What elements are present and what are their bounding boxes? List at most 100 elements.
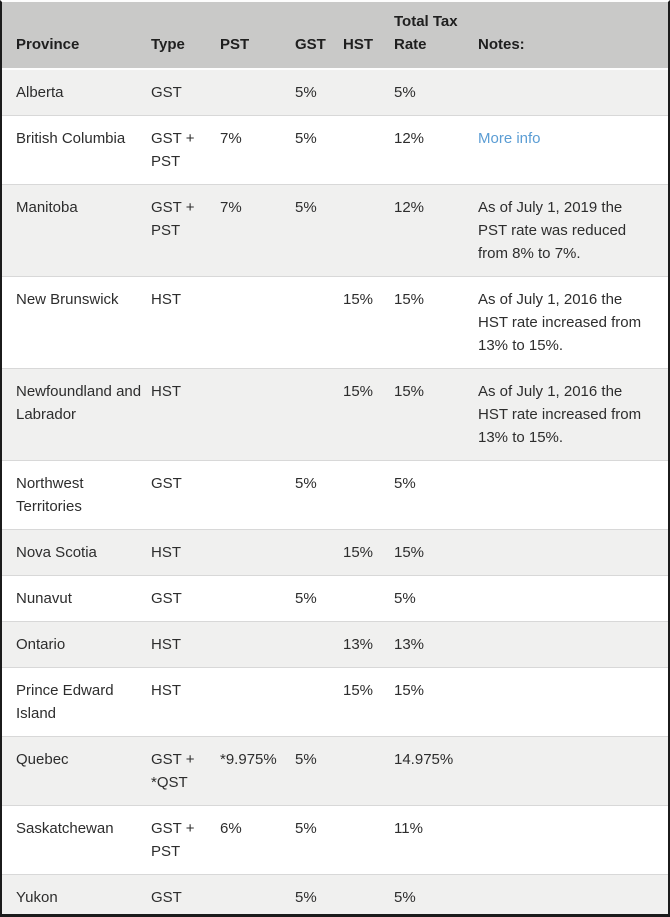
cell-hst: 15% <box>343 667 394 737</box>
column-header-type: Type <box>151 2 220 70</box>
column-header-total-tax-rate: Total Tax Rate <box>394 2 478 70</box>
cell-hst: 15% <box>343 529 394 576</box>
cell-pst <box>220 667 295 737</box>
header-row: Province Type PST GST HST Total Tax Rate… <box>2 2 668 70</box>
cell-notes <box>478 621 668 668</box>
cell-notes: More info <box>478 115 668 185</box>
cell-hst <box>343 69 394 116</box>
cell-province: Newfoundland and Labrador <box>2 368 151 461</box>
cell-province: Quebec <box>2 736 151 806</box>
table-body: Alberta GST 5% 5% British Columbia GST +… <box>2 69 668 914</box>
cell-total-tax-rate: 12% <box>394 184 478 277</box>
cell-pst <box>220 621 295 668</box>
cell-gst: 5% <box>295 736 343 806</box>
table-row-nunavut: Nunavut GST 5% 5% <box>2 575 668 622</box>
cell-gst <box>295 368 343 461</box>
column-header-hst: HST <box>343 2 394 70</box>
table-row-yukon: Yukon GST 5% 5% <box>2 874 668 914</box>
cell-hst: 15% <box>343 276 394 369</box>
cell-type: GST + PST <box>151 805 220 875</box>
cell-type: GST + PST <box>151 184 220 277</box>
cell-total-tax-rate: 15% <box>394 667 478 737</box>
cell-type: GST <box>151 460 220 530</box>
cell-province: Prince Edward Island <box>2 667 151 737</box>
cell-notes <box>478 736 668 806</box>
cell-pst <box>220 874 295 914</box>
cell-type: HST <box>151 368 220 461</box>
cell-total-tax-rate: 15% <box>394 276 478 369</box>
cell-province: Manitoba <box>2 184 151 277</box>
cell-province: Alberta <box>2 69 151 116</box>
cell-province: Northwest Territories <box>2 460 151 530</box>
column-header-province: Province <box>2 2 151 70</box>
cell-notes <box>478 805 668 875</box>
table-row-new-brunswick: New Brunswick HST 15% 15% As of July 1, … <box>2 276 668 369</box>
cell-notes <box>478 460 668 530</box>
cell-gst: 5% <box>295 874 343 914</box>
cell-type: HST <box>151 276 220 369</box>
cell-gst <box>295 621 343 668</box>
cell-type: GST <box>151 69 220 116</box>
cell-hst <box>343 575 394 622</box>
cell-province: Nova Scotia <box>2 529 151 576</box>
cell-gst <box>295 276 343 369</box>
cell-total-tax-rate: 15% <box>394 529 478 576</box>
cell-total-tax-rate: 13% <box>394 621 478 668</box>
cell-gst: 5% <box>295 115 343 185</box>
cell-notes: As of July 1, 2016 the HST rate increase… <box>478 368 668 461</box>
cell-notes <box>478 874 668 914</box>
cell-pst: 7% <box>220 115 295 185</box>
column-header-gst: GST <box>295 2 343 70</box>
cell-type: HST <box>151 529 220 576</box>
cell-notes: As of July 1, 2016 the HST rate increase… <box>478 276 668 369</box>
cell-gst: 5% <box>295 184 343 277</box>
cell-pst: 6% <box>220 805 295 875</box>
more-info-link[interactable]: More info <box>478 130 541 147</box>
cell-total-tax-rate: 5% <box>394 575 478 622</box>
cell-province: Yukon <box>2 874 151 914</box>
cell-gst <box>295 529 343 576</box>
table-row-newfoundland-and-labrador: Newfoundland and Labrador HST 15% 15% As… <box>2 368 668 461</box>
cell-type: GST <box>151 575 220 622</box>
table-row-saskatchewan: Saskatchewan GST + PST 6% 5% 11% <box>2 805 668 875</box>
cell-total-tax-rate: 15% <box>394 368 478 461</box>
cell-pst <box>220 575 295 622</box>
cell-pst <box>220 460 295 530</box>
table-header: Province Type PST GST HST Total Tax Rate… <box>2 2 668 70</box>
table-row-alberta: Alberta GST 5% 5% <box>2 69 668 116</box>
table-row-quebec: Quebec GST + *QST *9.975% 5% 14.975% <box>2 736 668 806</box>
cell-hst <box>343 736 394 806</box>
table-row-manitoba: Manitoba GST + PST 7% 5% 12% As of July … <box>2 184 668 277</box>
cell-total-tax-rate: 14.975% <box>394 736 478 806</box>
cell-hst: 13% <box>343 621 394 668</box>
cell-type: GST + *QST <box>151 736 220 806</box>
cell-type: HST <box>151 667 220 737</box>
cell-gst: 5% <box>295 69 343 116</box>
cell-notes <box>478 69 668 116</box>
cell-total-tax-rate: 5% <box>394 460 478 530</box>
table-row-ontario: Ontario HST 13% 13% <box>2 621 668 668</box>
cell-hst <box>343 874 394 914</box>
cell-notes <box>478 667 668 737</box>
cell-province: British Columbia <box>2 115 151 185</box>
cell-gst <box>295 667 343 737</box>
cell-hst: 15% <box>343 368 394 461</box>
cell-pst <box>220 368 295 461</box>
cell-total-tax-rate: 5% <box>394 69 478 116</box>
cell-hst <box>343 460 394 530</box>
table-row-nova-scotia: Nova Scotia HST 15% 15% <box>2 529 668 576</box>
cell-type: GST <box>151 874 220 914</box>
column-header-notes: Notes: <box>478 2 668 70</box>
cell-gst: 5% <box>295 575 343 622</box>
cell-pst <box>220 276 295 369</box>
cell-gst: 5% <box>295 460 343 530</box>
cell-type: GST + PST <box>151 115 220 185</box>
cell-province: Ontario <box>2 621 151 668</box>
column-header-pst: PST <box>220 2 295 70</box>
cell-total-tax-rate: 11% <box>394 805 478 875</box>
cell-total-tax-rate: 12% <box>394 115 478 185</box>
cell-hst <box>343 805 394 875</box>
cell-pst <box>220 529 295 576</box>
